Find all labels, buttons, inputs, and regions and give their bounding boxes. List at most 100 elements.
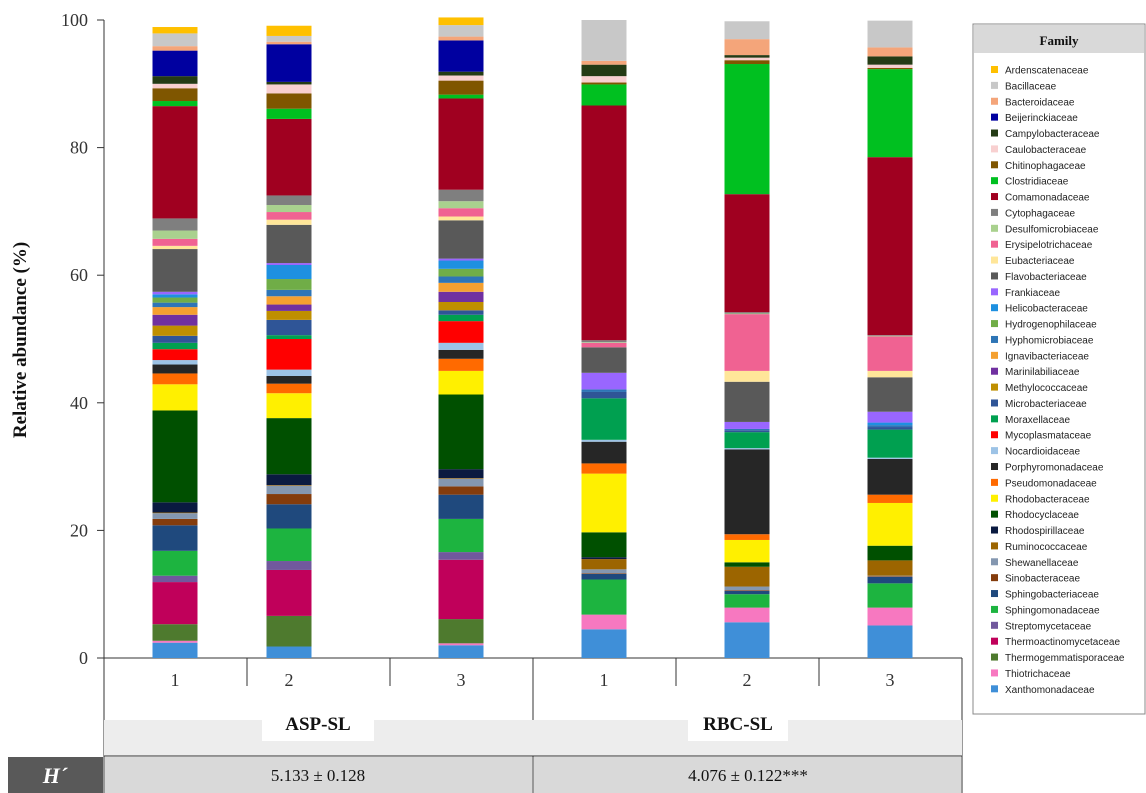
- bar-segment-caulobacteraceae: [867, 64, 913, 68]
- diversity-cell-asp: [105, 757, 532, 793]
- bar-segment-hyphomicrobiaceae: [581, 389, 627, 392]
- bars: [152, 17, 913, 658]
- bar-segment-ruminococcaceae: [581, 559, 627, 570]
- x-tick-label-4: 1: [600, 670, 609, 690]
- bar-segment-rhodobacteraceae: [438, 370, 484, 395]
- bar-segment-comamonadaceae: [152, 106, 198, 219]
- y-tick-label-80: 80: [70, 138, 88, 158]
- legend-label-erysipelotrichaceae: Erysipelotrichaceae: [1005, 240, 1093, 251]
- legend-swatch-rhodospirillaceae: [991, 526, 998, 534]
- bar-segment-hydrogenophilaceae: [266, 279, 312, 290]
- bar-segment-thiotrichaceae: [438, 643, 484, 646]
- bar-segment-rhodobacteraceae: [152, 384, 198, 411]
- bar-segment-caulobacteraceae: [438, 75, 484, 81]
- bar-segment-ruminococcaceae: [438, 478, 484, 479]
- legend-label-bacteroidaceae: Bacteroidaceae: [1005, 97, 1075, 108]
- bar-segment-mycoplasmataceae: [438, 321, 484, 343]
- bar-segment-rhodobacteraceae: [724, 539, 770, 563]
- bar-segment-flavobacteriaceae: [266, 224, 312, 264]
- bar-segment-hyphomicrobiaceae: [266, 289, 312, 297]
- legend-swatch-beijerinckiaceae: [991, 113, 998, 121]
- bar-segment-cytophagaceae: [724, 312, 770, 314]
- bar-segment-microbacteriaceae: [867, 427, 913, 430]
- bar-segment-sphingomonadaceae: [266, 528, 312, 562]
- legend-label-desulfomicrobiaceae: Desulfomicrobiaceae: [1005, 224, 1099, 235]
- diversity-index-label: H´: [42, 763, 68, 788]
- legend-label-bacillaceae: Bacillaceae: [1005, 81, 1057, 92]
- bar-stack-2: [266, 25, 312, 658]
- bar-segment-nocardioidaceae: [152, 360, 198, 365]
- legend-swatch-sphingomonadaceae: [991, 605, 998, 613]
- legend-label-hydrogenophilaceae: Hydrogenophilaceae: [1005, 320, 1097, 331]
- bar-segment-bacillaceae: [266, 35, 312, 42]
- legend-swatch-rhodocyclaceae: [991, 510, 998, 518]
- bar-segment-ardenscatenaceae: [266, 25, 312, 36]
- bar-segment-xanthomonadaceae: [581, 629, 627, 658]
- bar-stack-4: [581, 20, 627, 658]
- legend-swatch-ruminococcaceae: [991, 542, 998, 550]
- bar-segment-erysipelotrichaceae: [724, 314, 770, 371]
- bar-segment-rhodocyclaceae: [266, 418, 312, 475]
- legend-swatch-microbacteriaceae: [991, 399, 998, 407]
- x-tick-label-5: 2: [743, 670, 752, 690]
- bar-segment-ruminococcaceae: [867, 560, 913, 576]
- bar-segment-thermogemmatisporaceae: [152, 624, 198, 641]
- bar-segment-campylobacteraceae: [581, 64, 627, 77]
- bar-segment-mycoplasmataceae: [266, 339, 312, 370]
- bar-segment-shewanellaceae: [724, 586, 770, 591]
- bar-segment-xanthomonadaceae: [867, 625, 913, 658]
- bar-segment-rhodocyclaceae: [438, 394, 484, 470]
- bar-segment-sphingobacteriaceae: [152, 525, 198, 551]
- bar-segment-comamonadaceae: [867, 157, 913, 336]
- bar-segment-cytophagaceae: [438, 189, 484, 202]
- y-tick-label-0: 0: [79, 648, 88, 668]
- bar-segment-desulfomicrobiaceae: [867, 335, 913, 337]
- bar-segment-flavobacteriaceae: [724, 381, 770, 422]
- legend-header: [974, 25, 1144, 53]
- bar-segment-campylobacteraceae: [867, 56, 913, 65]
- bar-segment-moraxellaceae: [266, 335, 312, 339]
- legend-label-sphingobacteriaceae: Sphingobacteriaceae: [1005, 590, 1099, 601]
- bar-segment-comamonadaceae: [581, 105, 627, 341]
- diversity-cell-rbc: [534, 757, 961, 793]
- legend-swatch-xanthomonadaceae: [991, 685, 998, 693]
- bar-segment-thermogemmatisporaceae: [266, 615, 312, 647]
- bar-segment-cytophagaceae: [266, 195, 312, 206]
- bar-segment-moraxellaceae: [724, 432, 770, 449]
- bar-segment-sinobacteraceae: [581, 573, 627, 574]
- legend-label-cytophagaceae: Cytophagaceae: [1005, 208, 1075, 219]
- bar-segment-erysipelotrichaceae: [581, 342, 627, 348]
- legend-label-thermogemmatisporaceae: Thermogemmatisporaceae: [1005, 653, 1125, 664]
- y-tick-label-100: 100: [61, 10, 88, 30]
- legend-label-rhodobacteraceae: Rhodobacteraceae: [1005, 494, 1090, 505]
- group-label-bg-rbc: [688, 707, 788, 741]
- legend-label-rhodospirillaceae: Rhodospirillaceae: [1005, 526, 1085, 537]
- legend-swatch-campylobacteraceae: [991, 129, 998, 137]
- bar-segment-nocardioidaceae: [867, 457, 913, 459]
- legend-swatch-caulobacteraceae: [991, 145, 998, 153]
- legend-label-beijerinckiaceae: Beijerinckiaceae: [1005, 113, 1078, 124]
- diversity-value-asp: 5.133 ± 0.128: [271, 766, 365, 785]
- legend-swatch-bacillaceae: [991, 81, 998, 89]
- bar-segment-nocardioidaceae: [724, 448, 770, 450]
- legend-swatch-pseudomonadaceae: [991, 478, 998, 486]
- bar-segment-pseudomonadaceae: [581, 463, 627, 474]
- legend-swatch-cytophagaceae: [991, 208, 998, 216]
- bar-segment-frankiaceae: [724, 421, 770, 429]
- bar-segment-thiotrichaceae: [724, 607, 770, 623]
- legend-label-streptomycetaceae: Streptomycetaceae: [1005, 621, 1092, 632]
- bar-segment-xanthomonadaceae: [724, 622, 770, 658]
- bar-segment-thermoactinomycetaceae: [152, 582, 198, 625]
- bar-segment-cytophagaceae: [867, 335, 913, 336]
- legend-swatch-mycoplasmataceae: [991, 431, 998, 439]
- bar-segment-streptomycetaceae: [266, 561, 312, 570]
- bar-stack-3: [438, 17, 484, 658]
- bar-segment-nocardioidaceae: [266, 369, 312, 377]
- legend-swatch-bacteroidaceae: [991, 97, 998, 105]
- legend-swatch-helicobacteraceae: [991, 304, 998, 312]
- bar-segment-hyphomicrobiaceae: [867, 425, 913, 428]
- legend-swatch-porphyromonadaceae: [991, 463, 998, 470]
- bar-segment-sphingobacteriaceae: [266, 504, 312, 529]
- bar-segment-ignavibacteriaceae: [152, 307, 198, 315]
- bar-segment-chitinophagaceae: [152, 88, 198, 102]
